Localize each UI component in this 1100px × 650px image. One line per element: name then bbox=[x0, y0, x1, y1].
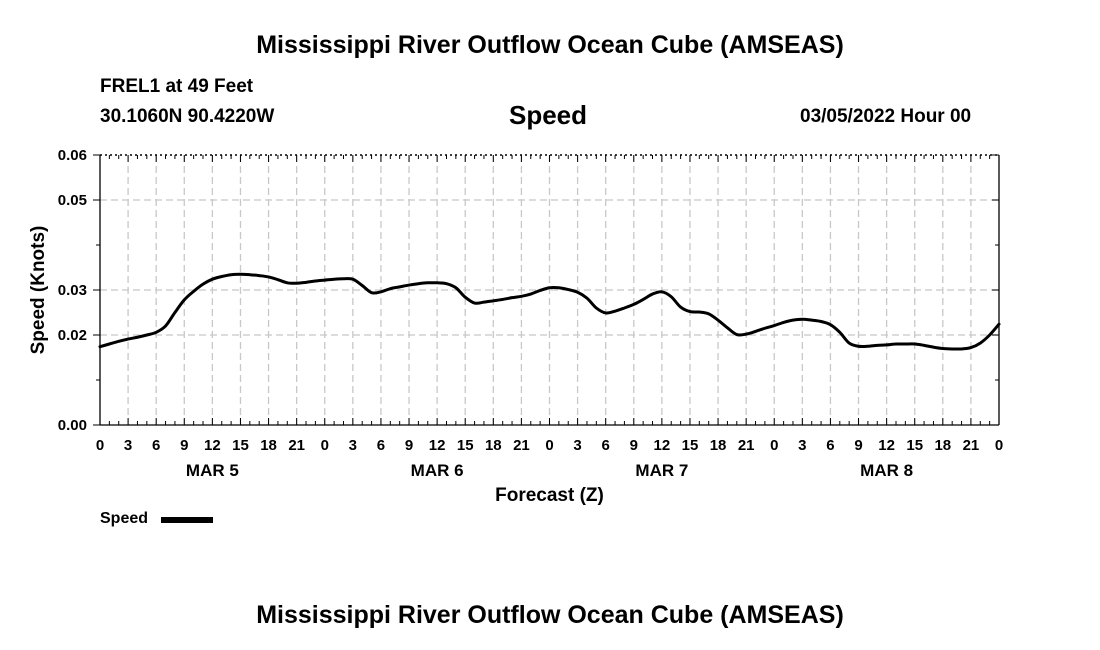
x-tick-label: 18 bbox=[260, 437, 277, 454]
x-tick-label: 9 bbox=[405, 437, 413, 454]
y-tick-label: 0.05 bbox=[58, 192, 87, 209]
x-tick-label: 21 bbox=[963, 437, 980, 454]
x-tick-label: 0 bbox=[96, 437, 104, 454]
x-tick-label: 0 bbox=[545, 437, 553, 454]
x-axis-title: Forecast (Z) bbox=[495, 485, 604, 506]
datetime-label: 03/05/2022 Hour 00 bbox=[800, 106, 972, 127]
x-tick-label: 3 bbox=[798, 437, 806, 454]
y-tick-label: 0.06 bbox=[58, 147, 87, 164]
coordinates-label: 30.1060N 90.4220W bbox=[100, 106, 275, 127]
grid-layer bbox=[100, 155, 999, 425]
x-tick-label: 21 bbox=[513, 437, 530, 454]
day-label: MAR 7 bbox=[635, 461, 688, 480]
chart-main-title: Mississippi River Outflow Ocean Cube (AM… bbox=[256, 31, 844, 59]
x-tick-label: 15 bbox=[682, 437, 699, 454]
y-tick-label: 0.02 bbox=[58, 327, 87, 344]
x-tick-label: 18 bbox=[485, 437, 502, 454]
day-label: MAR 8 bbox=[860, 461, 913, 480]
y-axis-title: Speed (Knots) bbox=[28, 226, 49, 355]
legend-swatch bbox=[161, 517, 213, 523]
x-tick-label: 15 bbox=[232, 437, 249, 454]
labels-layer: 0 3 6 9 12 15 18 21 0 3 6 9 12 15 18 21 0 3 6 9 12 15 18 21 0 3 6 9… bbox=[28, 147, 1003, 506]
station-label: FREL1 at 49 Feet bbox=[100, 76, 254, 97]
x-tick-label: 21 bbox=[288, 437, 305, 454]
x-tick-label: 3 bbox=[573, 437, 581, 454]
x-tick-label: 15 bbox=[906, 437, 923, 454]
speed-line-chart: 0 3 6 9 12 15 18 21 0 3 6 9 12 15 18 21 0 3 6 9 12 15 18 21 0 3 6 9… bbox=[28, 147, 1003, 506]
x-tick-label: 12 bbox=[878, 437, 895, 454]
x-tick-label: 6 bbox=[602, 437, 610, 454]
y-tick-label: 0.00 bbox=[58, 417, 87, 434]
x-tick-label: 3 bbox=[349, 437, 357, 454]
x-tick-label: 9 bbox=[854, 437, 862, 454]
y-tick-label: 0.03 bbox=[58, 282, 87, 299]
legend-label: Speed bbox=[100, 510, 149, 527]
footer-title: Mississippi River Outflow Ocean Cube (AM… bbox=[256, 601, 844, 629]
ticks-layer bbox=[93, 154, 1000, 426]
day-label: MAR 5 bbox=[186, 461, 239, 480]
x-tick-label: 12 bbox=[429, 437, 446, 454]
series-layer bbox=[98, 272, 1001, 351]
x-tick-label: 21 bbox=[738, 437, 755, 454]
x-tick-label: 18 bbox=[934, 437, 951, 454]
x-tick-label: 9 bbox=[180, 437, 188, 454]
x-tick-label: 0 bbox=[770, 437, 778, 454]
x-tick-label: 15 bbox=[457, 437, 474, 454]
day-label: MAR 6 bbox=[411, 461, 464, 480]
x-tick-label: 6 bbox=[826, 437, 834, 454]
x-tick-label: 0 bbox=[995, 437, 1003, 454]
x-tick-label: 12 bbox=[204, 437, 221, 454]
x-tick-label: 6 bbox=[152, 437, 160, 454]
speed-series-line bbox=[98, 272, 1001, 351]
x-tick-label: 12 bbox=[654, 437, 671, 454]
x-tick-label: 9 bbox=[630, 437, 638, 454]
x-tick-label: 18 bbox=[710, 437, 727, 454]
variable-title: Speed bbox=[509, 100, 588, 130]
x-tick-label: 0 bbox=[321, 437, 329, 454]
x-tick-label: 3 bbox=[124, 437, 132, 454]
x-tick-label: 6 bbox=[377, 437, 385, 454]
